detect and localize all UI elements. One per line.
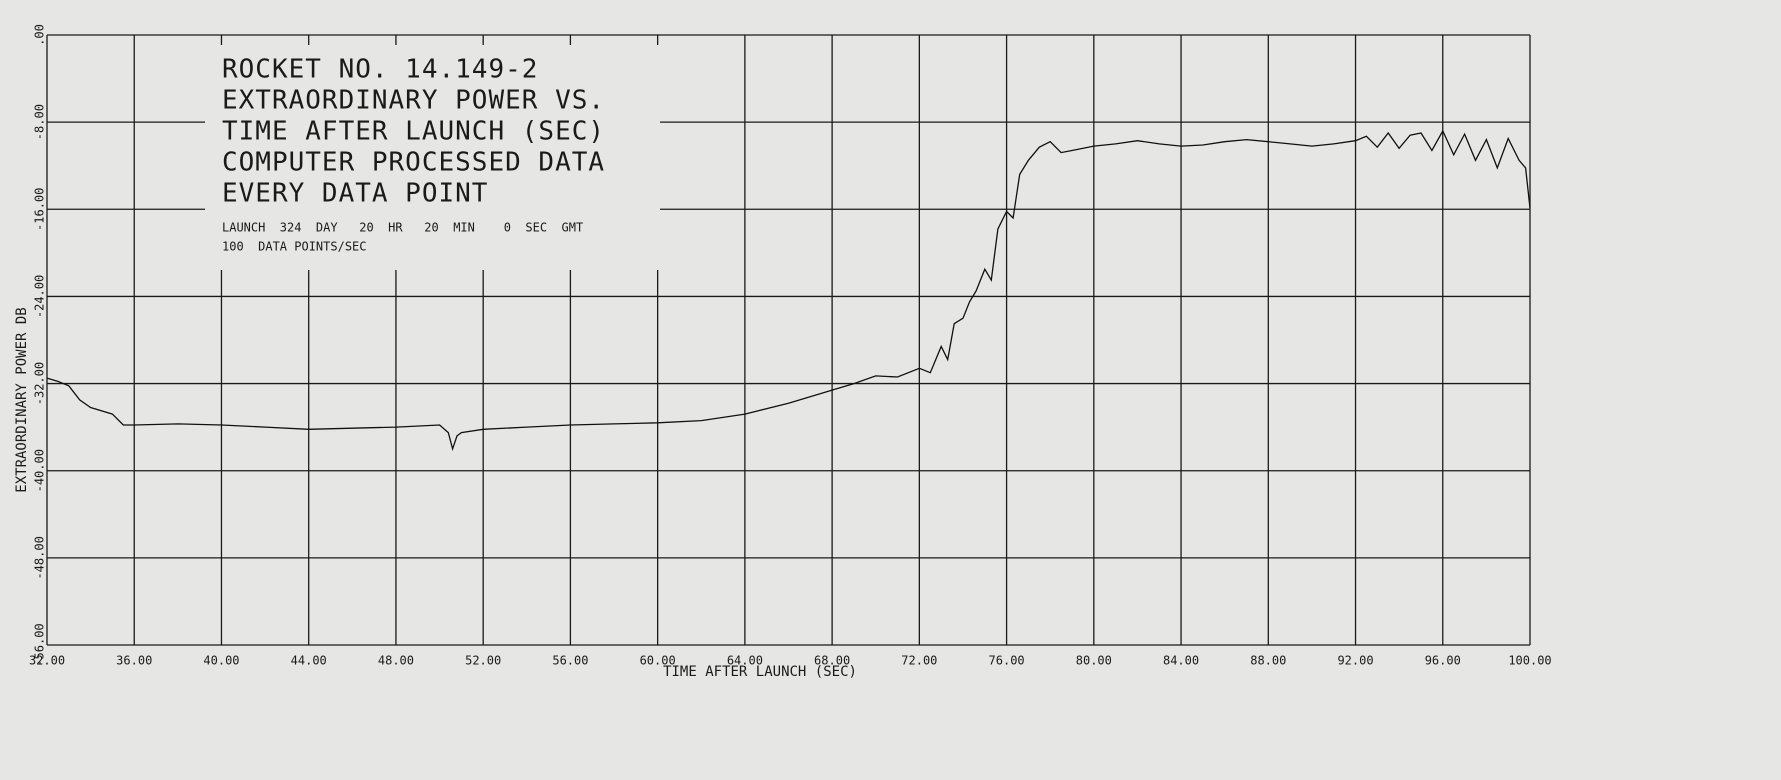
- x-tick-label: 36.00: [116, 654, 152, 668]
- subtitle-line: LAUNCH 324 DAY 20 HR 20 MIN 0 SEC GMT: [222, 221, 583, 235]
- x-tick-label: 80.00: [1076, 654, 1112, 668]
- x-tick-label: 32.00: [29, 654, 65, 668]
- x-axis-label: TIME AFTER LAUNCH (SEC): [663, 664, 857, 680]
- x-tick-label: 84.00: [1163, 654, 1199, 668]
- x-tick-label: 44.00: [291, 654, 327, 668]
- data-line: [46, 129, 1531, 452]
- y-tick-label: -40.00: [33, 449, 47, 492]
- x-tick-label: 76.00: [989, 654, 1025, 668]
- x-tick-label: 52.00: [465, 654, 501, 668]
- title-line: ROCKET NO. 14.149-2: [222, 55, 538, 85]
- title-line: COMPUTER PROCESSED DATA: [222, 148, 605, 178]
- title-line: EXTRAORDINARY POWER VS.: [222, 86, 605, 116]
- y-tick-label: -48.00: [33, 536, 47, 579]
- title-line: EVERY DATA POINT: [222, 179, 488, 209]
- x-tick-label: 72.00: [901, 654, 937, 668]
- x-tick-label: 88.00: [1250, 654, 1286, 668]
- plot: [46, 129, 1531, 452]
- y-tick-label: -24.00: [33, 275, 47, 318]
- title-line: TIME AFTER LAUNCH (SEC): [222, 117, 605, 147]
- title-box: [205, 45, 660, 270]
- y-tick-label: -32.00: [33, 362, 47, 405]
- x-tick-label: 92.00: [1337, 654, 1373, 668]
- x-tick-label: 48.00: [378, 654, 414, 668]
- y-tick-label: -16.00: [33, 188, 47, 231]
- x-tick-label: 60.00: [640, 654, 676, 668]
- x-tick-label: 96.00: [1425, 654, 1461, 668]
- x-tick-label: 56.00: [552, 654, 588, 668]
- x-tick-label: 68.00: [814, 654, 850, 668]
- x-tick-label: 100.00: [1508, 654, 1551, 668]
- y-tick-label: .00: [33, 24, 47, 46]
- y-tick-label: -8.00: [33, 104, 47, 140]
- x-tick-label: 64.00: [727, 654, 763, 668]
- subtitle-line: 100 DATA POINTS/SEC: [222, 240, 367, 254]
- y-tick-label: -56.00: [33, 623, 47, 666]
- x-tick-label: 40.00: [203, 654, 239, 668]
- y-axis-label: EXTRAORDINARY POWER DB: [14, 307, 30, 492]
